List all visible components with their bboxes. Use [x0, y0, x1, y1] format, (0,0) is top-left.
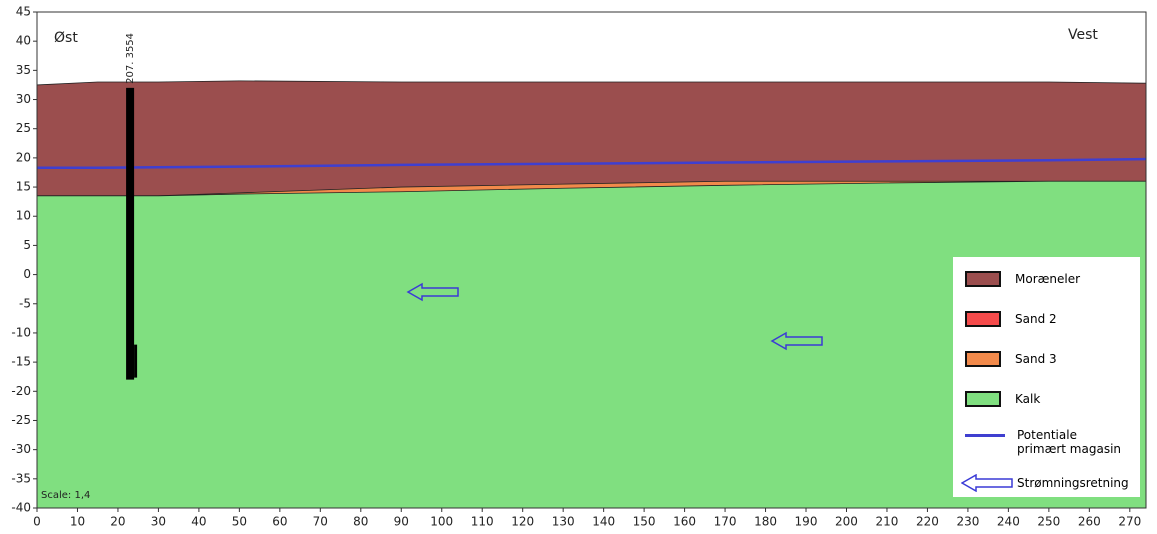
well-screen [134, 344, 138, 378]
x-tick-label: 190 [795, 515, 818, 529]
legend-label: Sand 2 [1015, 312, 1057, 326]
legend: Moræneler Sand 2 Sand 3 Kalk Potentiale prim… [953, 257, 1140, 497]
x-tick-label: 10 [70, 515, 85, 529]
legend-label: Kalk [1015, 392, 1041, 406]
x-tick-label: 30 [151, 515, 166, 529]
x-tick-label: 90 [394, 515, 409, 529]
legend-item: Moræneler [965, 271, 1080, 287]
legend-item: Strømningsretning [961, 474, 1129, 492]
y-tick-label: -40 [11, 501, 31, 515]
y-tick-label: -15 [11, 355, 31, 369]
y-tick-label: -30 [11, 442, 31, 456]
y-tick-label: 10 [16, 209, 31, 223]
x-tick-label: 250 [1037, 515, 1060, 529]
x-tick-label: 220 [916, 515, 939, 529]
x-tick-label: 210 [876, 515, 899, 529]
legend-swatch [965, 391, 1001, 407]
legend-label: Strømningsretning [1017, 476, 1129, 490]
x-tick-label: 150 [633, 515, 656, 529]
y-tick-label: 0 [23, 267, 31, 281]
y-tick-label: 40 [16, 34, 31, 48]
x-tick-label: 40 [191, 515, 206, 529]
legend-arrow [961, 474, 1013, 492]
x-tick-label: 260 [1078, 515, 1101, 529]
x-tick-label: 160 [673, 515, 696, 529]
x-tick-label: 20 [110, 515, 125, 529]
flow-arrow [961, 474, 1013, 492]
x-tick-label: 240 [997, 515, 1020, 529]
x-tick-label: 130 [552, 515, 575, 529]
x-tick-label: 170 [714, 515, 737, 529]
legend-swatch [965, 351, 1001, 367]
legend-label: Moræneler [1015, 272, 1081, 286]
y-tick-label: -20 [11, 384, 31, 398]
legend-label: Sand 3 [1015, 352, 1057, 366]
x-tick-label: 60 [272, 515, 287, 529]
legend-swatch [965, 311, 1001, 327]
x-tick-label: 100 [430, 515, 453, 529]
legend-label: Potentiale primært magasin [1017, 428, 1122, 456]
y-tick-label: 20 [16, 150, 31, 164]
x-tick-label: 120 [511, 515, 534, 529]
legend-line [965, 434, 1005, 437]
x-tick-label: 230 [956, 515, 979, 529]
x-tick-label: 180 [754, 515, 777, 529]
y-tick-label: 15 [16, 180, 31, 194]
label-west: Vest [1068, 27, 1098, 43]
x-tick-label: 80 [353, 515, 368, 529]
x-tick-label: 140 [592, 515, 615, 529]
y-tick-label: -25 [11, 413, 31, 427]
x-tick-label: 50 [232, 515, 247, 529]
y-tick-label: -10 [11, 325, 31, 339]
legend-item: Potentiale primært magasin [965, 428, 1127, 456]
x-tick-label: 110 [471, 515, 494, 529]
legend-item: Sand 3 [965, 351, 1057, 367]
y-tick-label: 25 [16, 121, 31, 135]
y-tick-label: -35 [11, 471, 31, 485]
y-tick-label: 5 [23, 238, 31, 252]
scale-label: Scale: 1,4 [41, 490, 90, 501]
y-tick-label: 45 [16, 5, 31, 19]
flow-arrow [406, 282, 459, 302]
y-tick-label: -5 [19, 296, 31, 310]
label-east: Øst [54, 30, 78, 46]
well-label: 207. 3554 [125, 33, 136, 84]
x-tick-label: 0 [33, 515, 41, 529]
plot-frame [36, 11, 1147, 509]
x-tick-label: 70 [313, 515, 328, 529]
x-tick-label: 200 [835, 515, 858, 529]
flow-arrow [770, 331, 823, 351]
y-tick-label: 30 [16, 92, 31, 106]
legend-item: Sand 2 [965, 311, 1057, 327]
y-tick-label: 35 [16, 63, 31, 77]
well [126, 87, 135, 380]
x-tick-label: 270 [1118, 515, 1141, 529]
legend-item: Kalk [965, 391, 1040, 407]
legend-swatch [965, 271, 1001, 287]
